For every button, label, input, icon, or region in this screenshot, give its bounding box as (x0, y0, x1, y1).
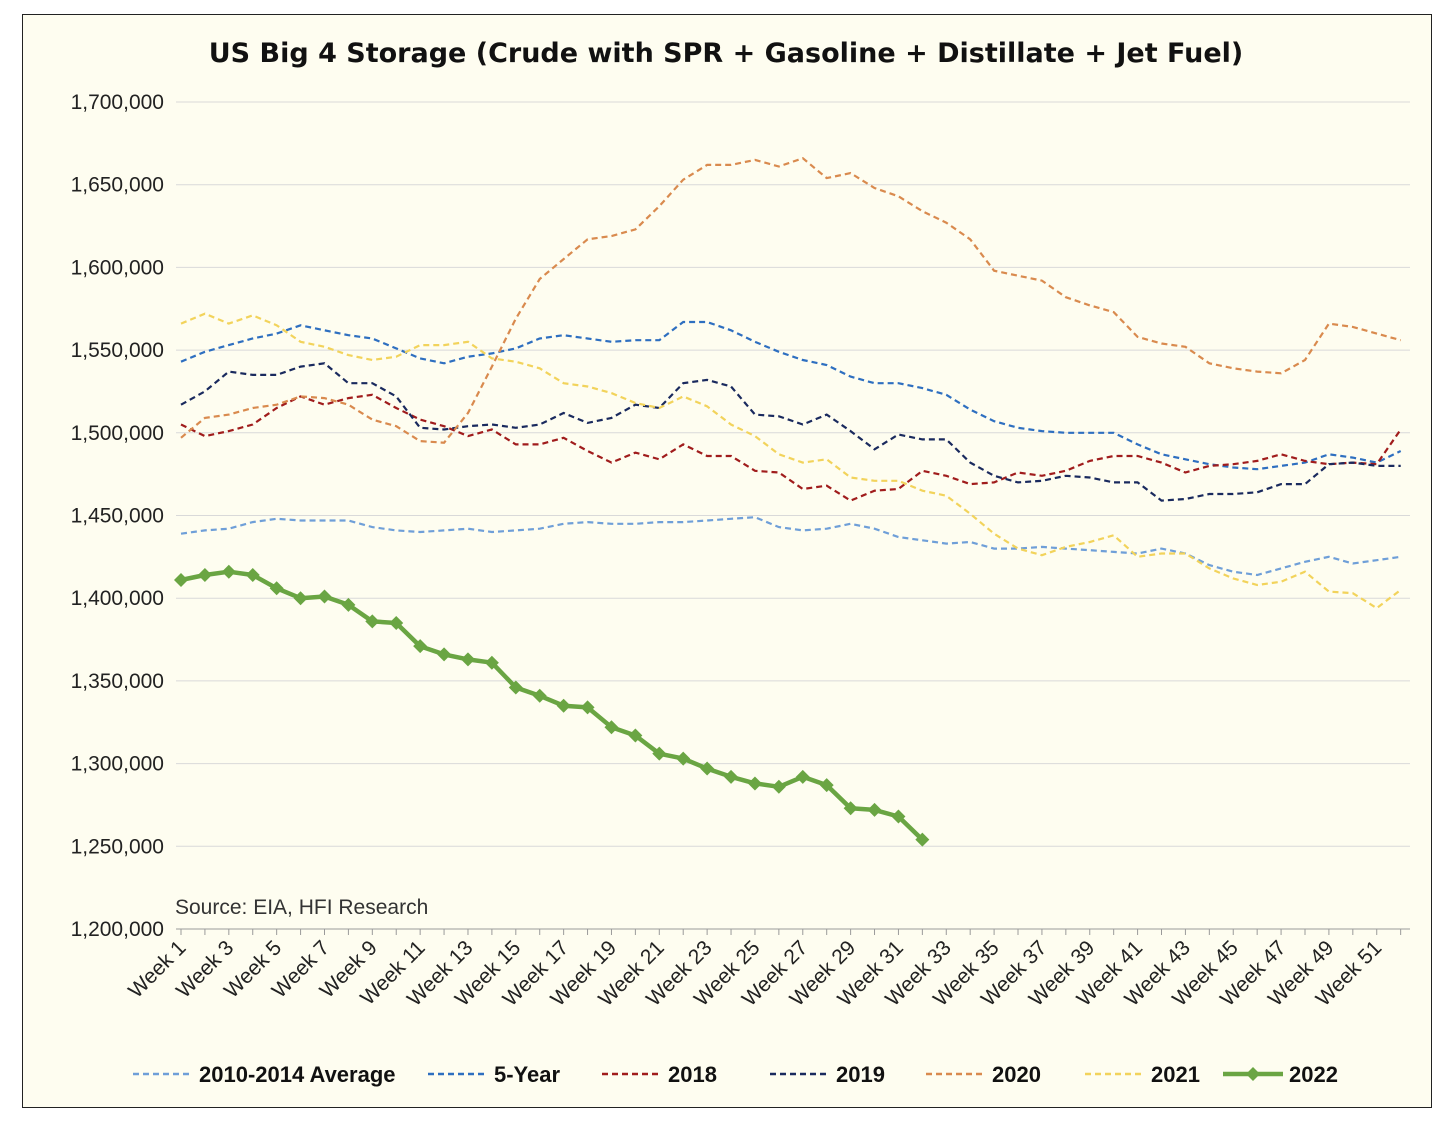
y-tick-label: 1,300,000 (71, 753, 164, 776)
data-point-marker (221, 564, 236, 579)
legend-item: 2018 (602, 1062, 717, 1087)
series-2020 (180, 156, 1401, 444)
y-tick-label: 1,250,000 (71, 835, 164, 858)
y-tick-label: 1,350,000 (71, 670, 164, 693)
data-point-marker (819, 778, 834, 793)
series-2021 (180, 312, 1402, 610)
data-point-marker (891, 809, 906, 824)
legend-item: 2019 (770, 1062, 885, 1087)
legend-label: 2020 (992, 1062, 1041, 1087)
legend-label: 2022 (1289, 1062, 1338, 1087)
y-tick-label: 1,200,000 (71, 918, 164, 941)
data-point-marker (341, 597, 356, 612)
data-point-marker (700, 761, 715, 776)
data-point-marker (556, 698, 571, 713)
legend: 2010-2014 Average 5-Year 2018 2019 2020 2021 2… (133, 1062, 1338, 1087)
series-line (180, 320, 1402, 471)
series-line (180, 156, 1401, 444)
chart: US Big 4 Storage (Crude with SPR + Gasol… (71, 38, 1410, 1087)
legend-label: 2018 (668, 1062, 717, 1087)
y-tick-label: 1,650,000 (71, 174, 164, 197)
data-point-marker (269, 581, 284, 596)
data-point-marker (532, 688, 547, 703)
series-line (180, 393, 1402, 502)
data-point-marker (724, 769, 739, 784)
legend-label: 5-Year (494, 1062, 560, 1087)
data-point-marker (413, 639, 428, 654)
data-point-marker (843, 801, 858, 816)
series-5-year (180, 320, 1402, 471)
data-point-marker (245, 568, 260, 583)
legend-item: 2021 (1085, 1062, 1200, 1087)
data-point-marker (867, 802, 882, 817)
source-note: Source: EIA, HFI Research (175, 896, 428, 919)
y-axis-ticks: 1,200,000 1,250,000 1,300,000 1,350,000 1,40… (71, 91, 164, 941)
y-tick-label: 1,450,000 (71, 505, 164, 528)
data-point-marker (652, 746, 667, 761)
legend-marker (1246, 1067, 1260, 1081)
series-2010-2014-average (180, 516, 1401, 577)
data-point-marker (604, 720, 619, 735)
data-point-marker (676, 751, 691, 766)
data-point-marker (437, 647, 452, 662)
legend-item: 5-Year (428, 1062, 560, 1087)
legend-item: 2022 (1223, 1062, 1338, 1087)
chart-title: US Big 4 Storage (Crude with SPR + Gasol… (209, 38, 1244, 69)
series-2019 (180, 362, 1401, 502)
data-point-marker (293, 591, 308, 606)
legend-item: 2010-2014 Average (133, 1062, 396, 1087)
y-tick-label: 1,550,000 (71, 339, 164, 362)
data-point-marker (747, 776, 762, 791)
legend-item: 2020 (926, 1062, 1041, 1087)
y-tick-label: 1,700,000 (71, 91, 164, 114)
data-point-marker (508, 680, 523, 695)
data-point-marker (197, 568, 212, 583)
data-point-marker (580, 700, 595, 715)
data-point-marker (365, 614, 380, 629)
data-point-marker (389, 616, 404, 631)
data-point-marker (460, 652, 475, 667)
legend-label: 2021 (1151, 1062, 1200, 1087)
y-tick-label: 1,600,000 (71, 256, 164, 279)
series-2022 (174, 564, 930, 847)
data-point-marker (795, 769, 810, 784)
data-point-marker (484, 655, 499, 670)
legend-label: 2010-2014 Average (199, 1062, 396, 1087)
series-2018 (180, 393, 1402, 502)
series-line (180, 569, 924, 842)
legend-label: 2019 (836, 1062, 885, 1087)
series-line (180, 362, 1401, 502)
series-layer (174, 156, 1402, 847)
y-tick-label: 1,500,000 (71, 422, 164, 445)
data-point-marker (628, 728, 643, 743)
data-point-marker (771, 779, 786, 794)
gridlines (176, 101, 1410, 930)
data-point-marker (317, 589, 332, 604)
y-tick-label: 1,400,000 (71, 587, 164, 610)
chart-frame: US Big 4 Storage (Crude with SPR + Gasol… (22, 14, 1432, 1108)
series-line (180, 312, 1402, 610)
data-point-marker (174, 573, 188, 588)
series-line (180, 516, 1401, 577)
data-point-marker (915, 832, 930, 847)
